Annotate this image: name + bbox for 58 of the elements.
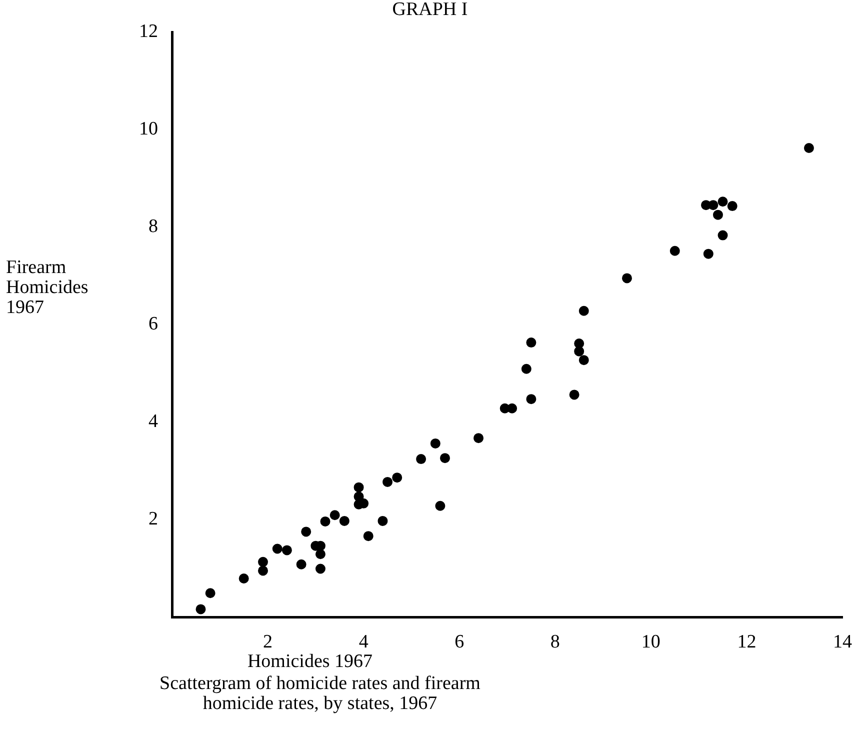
point: [435, 500, 446, 511]
point: [474, 433, 484, 444]
x-tick-label: 10: [641, 631, 660, 652]
point: [258, 556, 268, 567]
point: [378, 516, 388, 526]
point: [382, 476, 393, 487]
point: [718, 230, 728, 240]
point: [296, 559, 306, 570]
point: [622, 273, 632, 284]
point: [578, 355, 589, 366]
point: [363, 531, 374, 542]
point: [315, 564, 326, 574]
y-tick-label: 4: [148, 410, 158, 432]
x-tick-label: 6: [454, 631, 464, 652]
point: [569, 390, 580, 400]
text: Scattergram of homicide rates and firearm homicide rates, by states, 1967: [158, 673, 482, 714]
point: [712, 210, 723, 220]
point: [238, 573, 249, 584]
point: [804, 143, 814, 154]
y-tick-label: 12: [139, 20, 158, 42]
point: [526, 394, 536, 404]
point: [578, 306, 589, 316]
point: [521, 364, 532, 374]
point: [320, 516, 330, 526]
point: [708, 200, 718, 210]
point: [440, 453, 450, 464]
point: [507, 403, 518, 414]
x-axis-title: Homicides 1967: [246, 651, 374, 672]
x-tick-label: 2: [263, 631, 273, 652]
point: [339, 516, 350, 526]
point: [205, 588, 216, 598]
y-tick-label: 8: [148, 216, 158, 237]
point: [526, 338, 536, 348]
point: [574, 346, 584, 356]
x-tick-label: 14: [833, 631, 852, 652]
point: [301, 526, 312, 537]
point: [703, 248, 714, 259]
point: [196, 604, 206, 614]
x-tick-label: 12: [737, 631, 756, 652]
point: [670, 246, 680, 256]
y-tick-label: 10: [139, 118, 158, 140]
point: [416, 454, 426, 464]
point: [392, 472, 402, 483]
chart-title: GRAPH I: [391, 0, 469, 20]
point: [315, 549, 326, 560]
x-tick-label: 4: [358, 631, 369, 652]
point: [727, 201, 738, 212]
x-tick-label: 8: [550, 631, 560, 652]
point: [430, 438, 440, 448]
point: [354, 482, 364, 492]
point: [282, 545, 292, 556]
y-tick-label: 2: [148, 508, 158, 530]
point: [330, 510, 340, 520]
point: [272, 544, 282, 554]
y-tick-label: 6: [148, 313, 158, 334]
point: [258, 566, 268, 576]
y-axis-title: Firearm Homicides 1967: [6, 257, 90, 318]
point: [718, 196, 728, 207]
